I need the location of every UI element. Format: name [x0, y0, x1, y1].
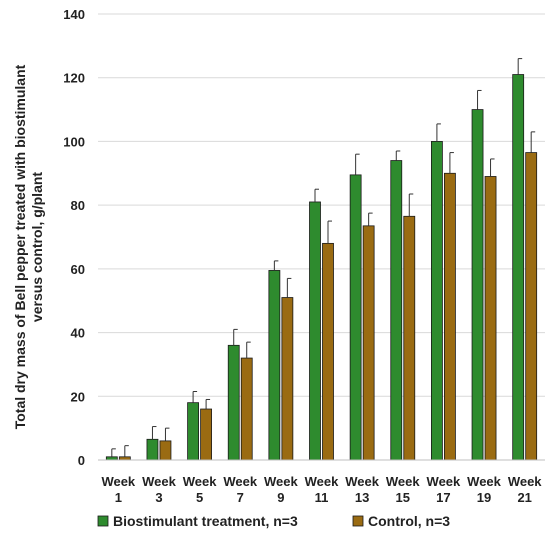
- y-tick-label: 40: [71, 326, 85, 341]
- y-tick-label: 60: [71, 262, 85, 277]
- bar: [200, 408, 212, 461]
- x-tick-label: Week 11: [305, 474, 339, 505]
- y-tick-label: 0: [78, 453, 85, 468]
- x-tick-label: Week 15: [386, 474, 420, 505]
- bar: [512, 74, 525, 461]
- y-axis-ticks: 0 20 40 60 80 100 120 140: [63, 7, 85, 468]
- x-tick-label: Week 3: [142, 474, 176, 505]
- legend-swatch: [352, 515, 364, 527]
- bar: [281, 297, 294, 461]
- x-tick-label: Week 5: [183, 474, 217, 505]
- bar: [403, 215, 416, 461]
- bar: [431, 141, 443, 461]
- y-axis-label: Total dry mass of Bell pepper treated wi…: [12, 64, 45, 429]
- y-tick-label: 140: [63, 7, 85, 22]
- y-tick-label: 120: [63, 71, 85, 86]
- legend-swatch: [97, 515, 109, 527]
- bar: [268, 270, 281, 461]
- bar: [444, 172, 456, 461]
- x-tick-label: Week 1: [101, 474, 135, 505]
- bar: [240, 357, 253, 461]
- bar: [484, 176, 497, 461]
- bar: [390, 160, 403, 461]
- bar: [362, 225, 375, 461]
- bar: [525, 152, 538, 461]
- y-tick-label: 100: [63, 134, 85, 149]
- bar: [349, 174, 362, 461]
- legend: Biostimulant treatment, n=3 Control, n=3: [97, 513, 450, 529]
- bar: [322, 242, 334, 461]
- x-tick-label: Week 19: [467, 474, 501, 505]
- legend-label: Control, n=3: [368, 513, 450, 529]
- error-bars: [111, 58, 536, 457]
- x-tick-label: Week 17: [427, 474, 461, 505]
- bar: [309, 201, 321, 461]
- x-tick-label: Week 9: [264, 474, 298, 505]
- y-tick-label: 80: [71, 198, 85, 213]
- gridlines: [98, 13, 545, 397]
- bar: [159, 440, 172, 461]
- x-tick-label: Week 21: [508, 474, 542, 505]
- bar: [146, 438, 159, 461]
- x-tick-label: Week 7: [223, 474, 257, 505]
- bar: [187, 402, 199, 461]
- legend-label: Biostimulant treatment, n=3: [113, 513, 298, 529]
- bar: [471, 109, 484, 461]
- bars: [105, 74, 538, 461]
- y-tick-label: 20: [71, 389, 85, 404]
- x-tick-label: Week 13: [345, 474, 379, 505]
- bar: [227, 344, 240, 461]
